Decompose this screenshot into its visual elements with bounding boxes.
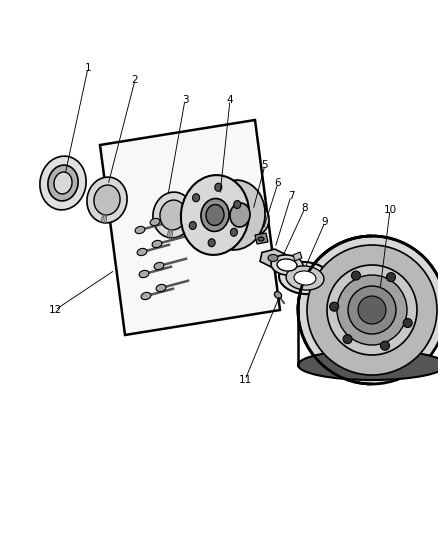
Text: 1: 1 xyxy=(85,63,91,73)
Ellipse shape xyxy=(276,259,296,271)
Ellipse shape xyxy=(180,175,248,255)
Ellipse shape xyxy=(270,255,302,275)
Ellipse shape xyxy=(357,296,385,324)
Text: 3: 3 xyxy=(181,95,188,105)
Text: 9: 9 xyxy=(321,217,328,227)
Ellipse shape xyxy=(258,237,263,241)
Ellipse shape xyxy=(326,265,416,355)
Polygon shape xyxy=(259,249,285,267)
Ellipse shape xyxy=(351,271,360,280)
Text: 4: 4 xyxy=(226,95,233,105)
Ellipse shape xyxy=(233,200,240,208)
Ellipse shape xyxy=(279,262,330,294)
Ellipse shape xyxy=(248,212,262,229)
Ellipse shape xyxy=(154,262,163,270)
Text: 7: 7 xyxy=(287,191,293,201)
Ellipse shape xyxy=(329,302,338,311)
Ellipse shape xyxy=(267,254,277,262)
Polygon shape xyxy=(254,233,267,244)
Ellipse shape xyxy=(336,275,406,345)
Ellipse shape xyxy=(385,272,395,281)
Ellipse shape xyxy=(402,319,411,327)
Ellipse shape xyxy=(205,205,223,225)
Polygon shape xyxy=(292,252,301,261)
Ellipse shape xyxy=(214,183,221,191)
Ellipse shape xyxy=(152,240,162,248)
Ellipse shape xyxy=(159,200,186,230)
Ellipse shape xyxy=(135,227,145,233)
Ellipse shape xyxy=(306,245,436,375)
Ellipse shape xyxy=(192,194,199,202)
Ellipse shape xyxy=(87,177,127,223)
Ellipse shape xyxy=(230,203,250,227)
Ellipse shape xyxy=(141,293,151,300)
Ellipse shape xyxy=(342,335,351,344)
Ellipse shape xyxy=(205,180,265,250)
Ellipse shape xyxy=(152,192,193,238)
Ellipse shape xyxy=(189,222,196,230)
Polygon shape xyxy=(100,120,279,335)
Text: 6: 6 xyxy=(274,178,281,188)
Ellipse shape xyxy=(137,248,147,256)
Ellipse shape xyxy=(230,228,237,236)
Ellipse shape xyxy=(208,239,215,247)
Text: 5: 5 xyxy=(261,160,268,170)
Text: 11: 11 xyxy=(238,375,251,385)
Ellipse shape xyxy=(242,205,268,235)
Ellipse shape xyxy=(150,219,159,225)
Ellipse shape xyxy=(274,292,281,298)
Ellipse shape xyxy=(297,350,438,380)
Ellipse shape xyxy=(347,286,395,334)
Ellipse shape xyxy=(201,199,229,231)
Ellipse shape xyxy=(156,285,166,292)
Ellipse shape xyxy=(94,185,120,215)
Ellipse shape xyxy=(40,156,86,210)
Ellipse shape xyxy=(48,165,78,201)
Ellipse shape xyxy=(54,172,72,194)
Ellipse shape xyxy=(380,341,389,350)
Ellipse shape xyxy=(139,270,148,278)
Ellipse shape xyxy=(297,236,438,384)
Text: 2: 2 xyxy=(131,75,138,85)
Ellipse shape xyxy=(286,266,323,290)
Text: 10: 10 xyxy=(382,205,396,215)
Text: 12: 12 xyxy=(48,305,61,315)
Ellipse shape xyxy=(293,271,315,285)
Text: 8: 8 xyxy=(301,203,307,213)
